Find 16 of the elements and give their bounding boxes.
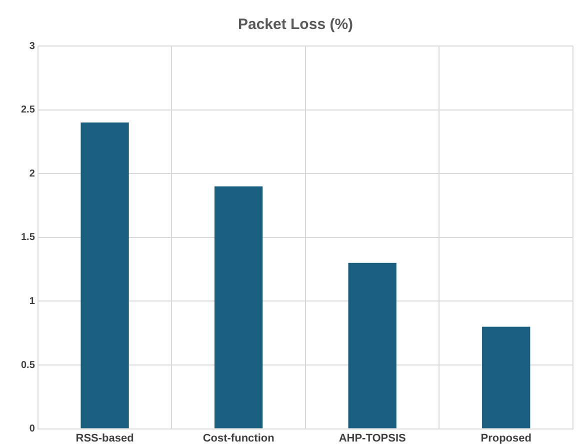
bar bbox=[348, 262, 396, 428]
y-tick-label: 1 bbox=[29, 296, 36, 307]
y-tick-label: 1.5 bbox=[20, 232, 36, 244]
chart-title: Packet Loss (%) bbox=[238, 16, 354, 34]
bar bbox=[482, 326, 530, 428]
y-tick-label: 2.5 bbox=[20, 104, 36, 116]
bar bbox=[214, 186, 263, 428]
y-tick-label: 2 bbox=[29, 168, 36, 180]
y-tick-label: 0 bbox=[29, 424, 36, 435]
x-tick-label: AHP-TOPSIS bbox=[338, 432, 406, 444]
y-tick-label: 3 bbox=[29, 40, 36, 52]
x-tick-label: Cost-function bbox=[202, 432, 275, 444]
x-tick-label: Proposed bbox=[480, 432, 532, 444]
bar bbox=[80, 122, 129, 428]
x-tick-label: RSS-based bbox=[76, 432, 134, 444]
y-tick-label: 0.5 bbox=[20, 360, 36, 371]
